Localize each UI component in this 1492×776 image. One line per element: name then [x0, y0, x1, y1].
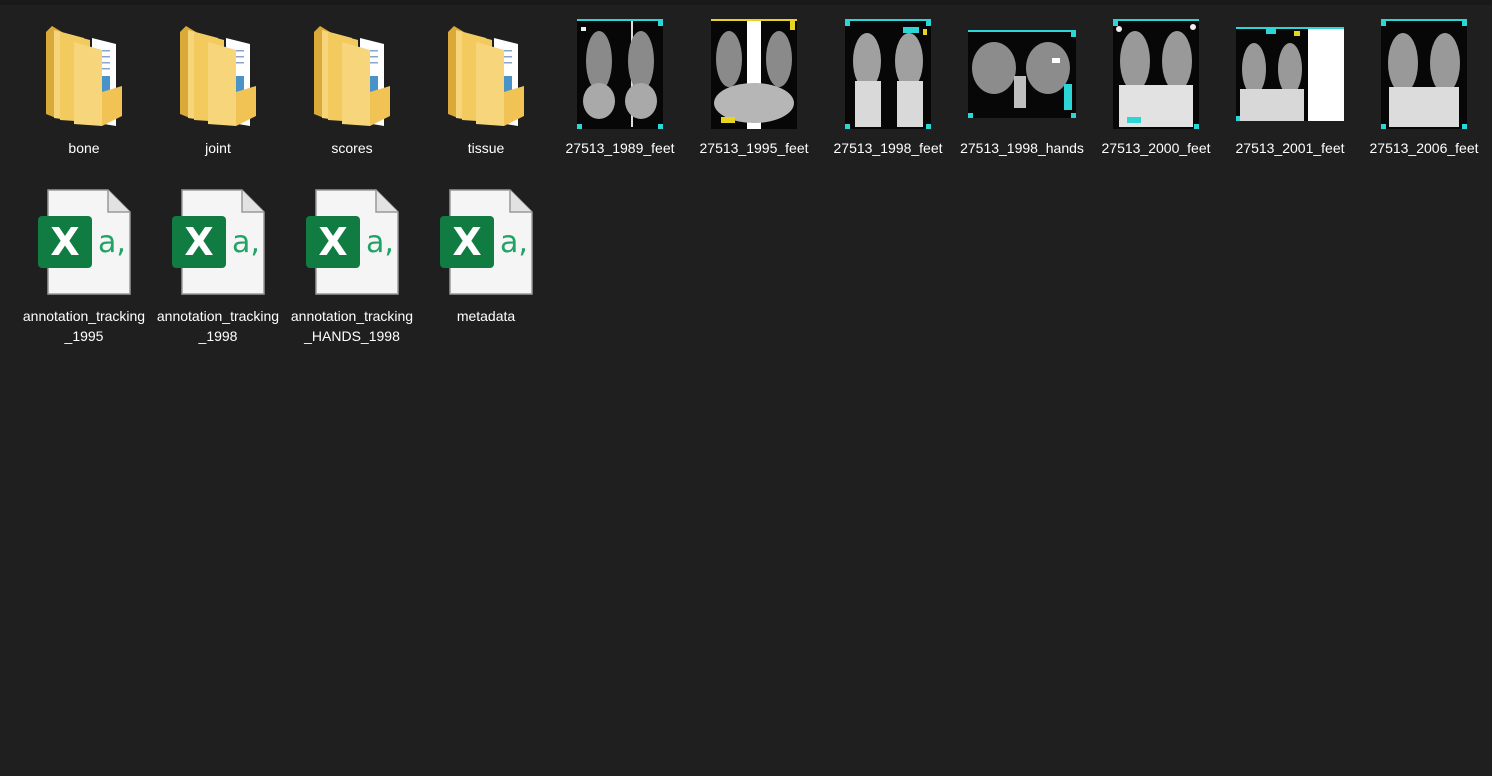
- folder-icon: [158, 14, 278, 134]
- xray-thumbnail: [577, 19, 663, 129]
- item-label: 27513_1998_hands: [960, 140, 1084, 156]
- csv-file-icon: X a,: [292, 182, 412, 302]
- svg-text:X: X: [318, 220, 347, 264]
- item-label: 27513_1998_feet: [833, 140, 943, 156]
- item-label: 27513_1989_feet: [565, 140, 675, 156]
- item-label: annotation_tracking_HANDS_1998: [290, 308, 414, 344]
- folder-icon: [24, 14, 144, 134]
- csv-item-annotation-tracking-1995[interactable]: X a, annotation_tracking_1995: [17, 182, 151, 350]
- xray-thumbnail: [1113, 19, 1199, 129]
- folder-item-joint[interactable]: joint: [151, 14, 285, 182]
- item-label: 27513_2000_feet: [1101, 140, 1211, 156]
- item-label: joint: [205, 140, 231, 156]
- csv-file-icon: X a,: [426, 182, 546, 302]
- csv-item-metadata[interactable]: X a, metadata: [419, 182, 553, 350]
- svg-text:X: X: [184, 220, 213, 264]
- file-grid: bone joint: [17, 14, 1491, 350]
- svg-text:a,: a,: [500, 225, 528, 260]
- folder-icon: [426, 14, 546, 134]
- xray-thumbnail: [1381, 19, 1467, 129]
- folder-item-bone[interactable]: bone: [17, 14, 151, 182]
- svg-text:X: X: [50, 220, 79, 264]
- csv-item-annotation-tracking-1998[interactable]: X a, annotation_tracking_1998: [151, 182, 285, 350]
- svg-text:a,: a,: [98, 225, 126, 260]
- csv-file-icon: X a,: [24, 182, 144, 302]
- item-label: annotation_tracking_1998: [156, 308, 280, 344]
- item-label: 27513_2006_feet: [1369, 140, 1479, 156]
- window-top-edge: [0, 0, 1492, 5]
- image-item-27513-2000-feet[interactable]: 27513_2000_feet: [1089, 14, 1223, 182]
- folder-item-scores[interactable]: scores: [285, 14, 419, 182]
- item-label: annotation_tracking_1995: [22, 308, 146, 344]
- svg-text:X: X: [452, 220, 481, 264]
- item-label: metadata: [456, 308, 516, 324]
- image-item-27513-1995-feet[interactable]: 27513_1995_feet: [687, 14, 821, 182]
- csv-item-annotation-tracking-hands-1998[interactable]: X a, annotation_tracking_HANDS_1998: [285, 182, 419, 350]
- item-label: 27513_1995_feet: [699, 140, 809, 156]
- item-label: tissue: [467, 140, 505, 156]
- item-label: bone: [68, 140, 100, 156]
- svg-text:a,: a,: [232, 225, 260, 260]
- image-item-27513-1998-feet[interactable]: 27513_1998_feet: [821, 14, 955, 182]
- image-item-27513-2001-feet[interactable]: 27513_2001_feet: [1223, 14, 1357, 182]
- image-item-27513-1998-hands[interactable]: 27513_1998_hands: [955, 14, 1089, 182]
- svg-text:a,: a,: [366, 225, 394, 260]
- item-label: scores: [331, 140, 373, 156]
- xray-thumbnail: [711, 19, 797, 129]
- xray-thumbnail: [968, 30, 1076, 118]
- image-item-27513-2006-feet[interactable]: 27513_2006_feet: [1357, 14, 1491, 182]
- image-item-27513-1989-feet[interactable]: 27513_1989_feet: [553, 14, 687, 182]
- csv-file-icon: X a,: [158, 182, 278, 302]
- xray-thumbnail: [845, 19, 931, 129]
- folder-icon: [292, 14, 412, 134]
- item-label: 27513_2001_feet: [1235, 140, 1345, 156]
- xray-thumbnail: [1236, 27, 1344, 121]
- folder-item-tissue[interactable]: tissue: [419, 14, 553, 182]
